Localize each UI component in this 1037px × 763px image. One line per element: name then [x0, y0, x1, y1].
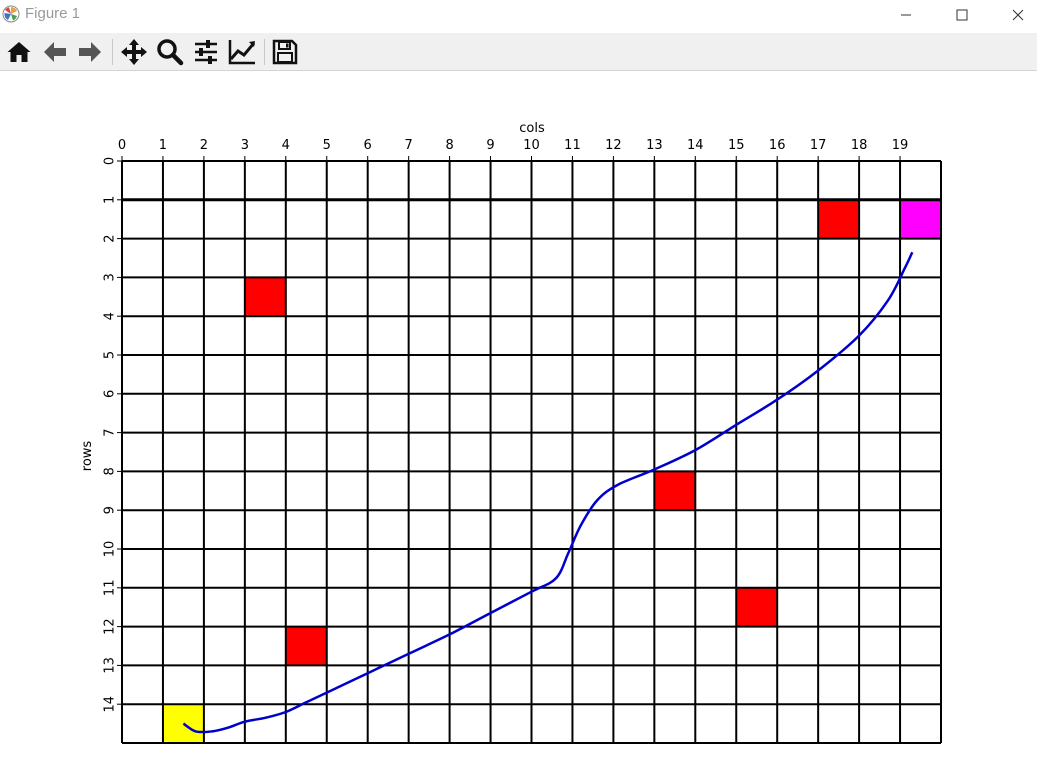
back-button[interactable] [39, 36, 71, 68]
obstacle-cell [818, 199, 860, 239]
y-tick-label: 5 [103, 351, 118, 359]
y-tick-label: 4 [103, 312, 118, 320]
y-tick-label: 0 [103, 157, 118, 165]
close-icon [1012, 9, 1024, 21]
x-axis-label: cols [519, 121, 545, 136]
arrow-left-icon [44, 42, 66, 62]
y-tick-label: 9 [103, 506, 118, 514]
home-icon [7, 42, 31, 62]
x-tick-label: 17 [810, 138, 827, 153]
y-tick-label: 12 [103, 618, 118, 635]
navigation-toolbar [0, 33, 1037, 71]
y-tick-label: 8 [103, 467, 118, 475]
y-tick-label: 3 [103, 273, 118, 281]
home-button[interactable] [3, 36, 35, 68]
x-tick-label: 10 [523, 138, 540, 153]
y-tick-label: 11 [103, 580, 118, 597]
zoom-button[interactable] [154, 36, 186, 68]
x-tick-label: 11 [564, 138, 581, 153]
matplotlib-logo-icon [2, 5, 20, 23]
grid-plot: 0 1 2 3 4 5 6 7 8 9 10 11 12 13 14 15 16 17 18 190123456789… [80, 121, 942, 744]
line-chart-icon [228, 40, 256, 65]
goal-cell [900, 199, 941, 239]
x-tick-label: 7 [405, 138, 413, 153]
path-layer [182, 251, 914, 734]
x-tick-label: 15 [728, 138, 745, 153]
y-tick-label: 1 [103, 196, 118, 204]
x-tick-label: 3 [241, 138, 249, 153]
path-line [182, 251, 914, 734]
minimize-button[interactable] [883, 0, 929, 30]
x-tick-label: 13 [646, 138, 663, 153]
toolbar-separator [264, 39, 265, 65]
y-tick-label: 10 [103, 541, 118, 558]
obstacle-cell [244, 277, 286, 317]
x-tick-label: 18 [851, 138, 868, 153]
x-tick-label: 2 [200, 138, 208, 153]
maximize-icon [956, 9, 968, 21]
x-tick-label: 9 [486, 138, 494, 153]
save-button[interactable] [269, 36, 301, 68]
y-tick-label: 13 [103, 657, 118, 674]
title-bar: Figure 1 [0, 0, 1037, 30]
y-tick-label: 14 [103, 696, 118, 713]
grid-lines [121, 160, 942, 744]
obstacle-cell [736, 587, 778, 627]
obstacle-cell [285, 626, 327, 666]
x-tick-label: 8 [445, 138, 453, 153]
floppy-disk-icon [272, 39, 298, 65]
edit-axis-button[interactable] [226, 36, 258, 68]
move-icon [121, 39, 147, 65]
pan-button[interactable] [118, 36, 150, 68]
arrow-right-icon [79, 42, 101, 62]
x-tick-label: 19 [892, 138, 909, 153]
x-tick-label: 4 [282, 138, 290, 153]
obstacle-cell [654, 471, 696, 511]
x-tick-label: 12 [605, 138, 622, 153]
magnifier-icon [157, 39, 184, 66]
configure-subplots-button[interactable] [190, 36, 222, 68]
minimize-icon [901, 14, 911, 16]
x-tick-label: 6 [364, 138, 372, 153]
forward-button[interactable] [74, 36, 106, 68]
x-tick-label: 14 [687, 138, 704, 153]
y-tick-label: 2 [103, 234, 118, 242]
maximize-button[interactable] [939, 0, 985, 30]
window-title: Figure 1 [25, 5, 81, 22]
x-tick-label: 16 [769, 138, 786, 153]
y-tick-label: 7 [103, 428, 118, 436]
x-tick-label: 0 [118, 138, 126, 153]
y-tick-label: 6 [103, 390, 118, 398]
x-tick-label: 1 [159, 138, 167, 153]
sliders-icon [195, 40, 217, 64]
close-button[interactable] [995, 0, 1037, 30]
x-tick-label: 5 [323, 138, 331, 153]
cells-layer [162, 199, 941, 743]
tick-labels: 0 1 2 3 4 5 6 7 8 9 10 11 12 13 14 15 16 17 18 190123456789… [103, 138, 909, 712]
toolbar-separator [112, 39, 113, 65]
y-axis-label: rows [80, 441, 95, 472]
